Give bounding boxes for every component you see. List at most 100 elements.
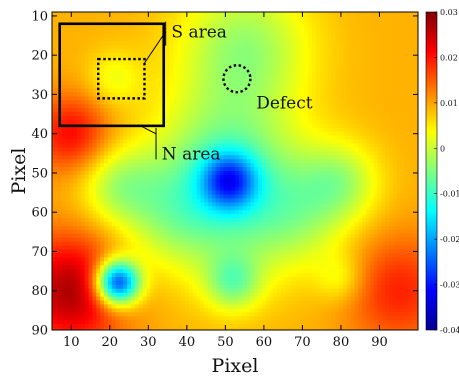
heatmap-cell <box>319 13 325 19</box>
heatmap-cell <box>273 53 278 58</box>
heatmap-cell <box>165 68 171 74</box>
heatmap-cell <box>96 143 101 149</box>
heatmap-cell <box>84 65 90 70</box>
heatmap-cell <box>358 12 363 15</box>
heatmap-cell <box>412 147 417 152</box>
heatmap-cell <box>292 96 298 101</box>
heatmap-cell <box>88 33 94 39</box>
heatmap-cell <box>292 72 298 78</box>
heatmap-cell <box>100 88 105 94</box>
heatmap-cell <box>258 57 263 62</box>
heatmap-cell <box>327 119 332 125</box>
heatmap-cell <box>300 17 305 23</box>
heatmap-cell <box>323 182 329 188</box>
heatmap-cell <box>254 92 259 98</box>
heatmap-cell <box>323 119 329 125</box>
heatmap-cell <box>215 198 221 204</box>
heatmap-cell <box>404 171 409 176</box>
heatmap-cell <box>373 49 379 54</box>
heatmap-cell <box>130 135 136 141</box>
heatmap-cell <box>192 112 198 117</box>
heatmap-cell <box>339 33 344 39</box>
heatmap-cell <box>80 171 86 176</box>
heatmap-cell <box>219 17 225 23</box>
heatmap-cell <box>277 61 282 66</box>
heatmap-cell <box>165 104 171 109</box>
heatmap-cell <box>73 147 78 152</box>
heatmap-cell <box>235 104 240 109</box>
heatmap-cell <box>142 65 147 70</box>
heatmap-cell <box>157 155 163 160</box>
heatmap-cell <box>392 100 398 105</box>
heatmap-cell <box>138 182 144 188</box>
heatmap-cell <box>238 21 244 27</box>
heatmap-cell <box>65 131 70 137</box>
heatmap-cell <box>211 108 217 113</box>
heatmap-cell <box>65 53 70 58</box>
heatmap-cell <box>154 198 159 204</box>
heatmap-cell <box>84 72 90 78</box>
heatmap-cell <box>365 139 371 145</box>
heatmap-cell <box>227 155 232 160</box>
heatmap-cell <box>335 13 340 19</box>
heatmap-cell <box>342 174 348 180</box>
heatmap-cell <box>204 13 209 19</box>
heatmap-cell <box>269 108 275 113</box>
heatmap-cell <box>92 135 97 141</box>
heatmap-cell <box>335 155 340 160</box>
heatmap-cell <box>408 147 413 152</box>
heatmap-cell <box>292 57 298 62</box>
heatmap-cell <box>188 123 194 129</box>
heatmap-cell <box>200 13 205 19</box>
heatmap-cell <box>369 53 375 58</box>
heatmap-cell <box>369 194 375 200</box>
heatmap-cell <box>119 12 124 15</box>
heatmap-cell <box>169 12 174 15</box>
heatmap-cell <box>208 127 213 133</box>
heatmap-cell <box>315 174 321 180</box>
heatmap-cell <box>134 178 140 184</box>
heatmap-cell <box>111 167 117 172</box>
heatmap-cell <box>400 143 406 149</box>
heatmap-cell <box>404 41 409 46</box>
heatmap-cell <box>111 139 117 145</box>
heatmap-cell <box>315 13 321 19</box>
heatmap-cell <box>416 112 418 117</box>
heatmap-cell <box>404 45 409 50</box>
heatmap-cell <box>177 151 182 156</box>
heatmap-cell <box>331 21 336 27</box>
heatmap-cell <box>165 45 171 50</box>
heatmap-cell <box>331 17 336 23</box>
heatmap-cell <box>292 190 298 196</box>
heatmap-cell <box>130 174 136 180</box>
heatmap-cell <box>350 202 356 207</box>
heatmap-cell <box>315 72 321 78</box>
heatmap-cell <box>319 202 325 207</box>
heatmap-cell <box>107 159 113 164</box>
heatmap-cell <box>285 76 290 82</box>
heatmap-cell <box>100 53 105 58</box>
heatmap-cell <box>111 182 117 188</box>
heatmap-cell <box>196 92 201 98</box>
heatmap-cell <box>65 92 70 98</box>
heatmap-cell <box>331 92 336 98</box>
heatmap-cell <box>181 57 186 62</box>
heatmap-cell <box>208 21 213 27</box>
heatmap-cell <box>119 41 124 46</box>
heatmap-cell <box>235 53 240 58</box>
heatmap-cell <box>416 155 418 160</box>
heatmap-cell <box>396 49 402 54</box>
heatmap-cell <box>385 202 390 207</box>
heatmap-cell <box>104 13 109 19</box>
heatmap-cell <box>130 163 136 168</box>
heatmap-cell <box>350 155 356 160</box>
heatmap-cell <box>369 80 375 86</box>
heatmap-cell <box>261 202 267 207</box>
heatmap-cell <box>350 206 356 211</box>
heatmap-cell <box>173 119 178 125</box>
heatmap-cell <box>412 151 417 156</box>
heatmap-cell <box>173 186 178 192</box>
heatmap-cell <box>346 159 352 164</box>
heatmap-cell <box>157 210 163 215</box>
heatmap-cell <box>107 155 113 160</box>
